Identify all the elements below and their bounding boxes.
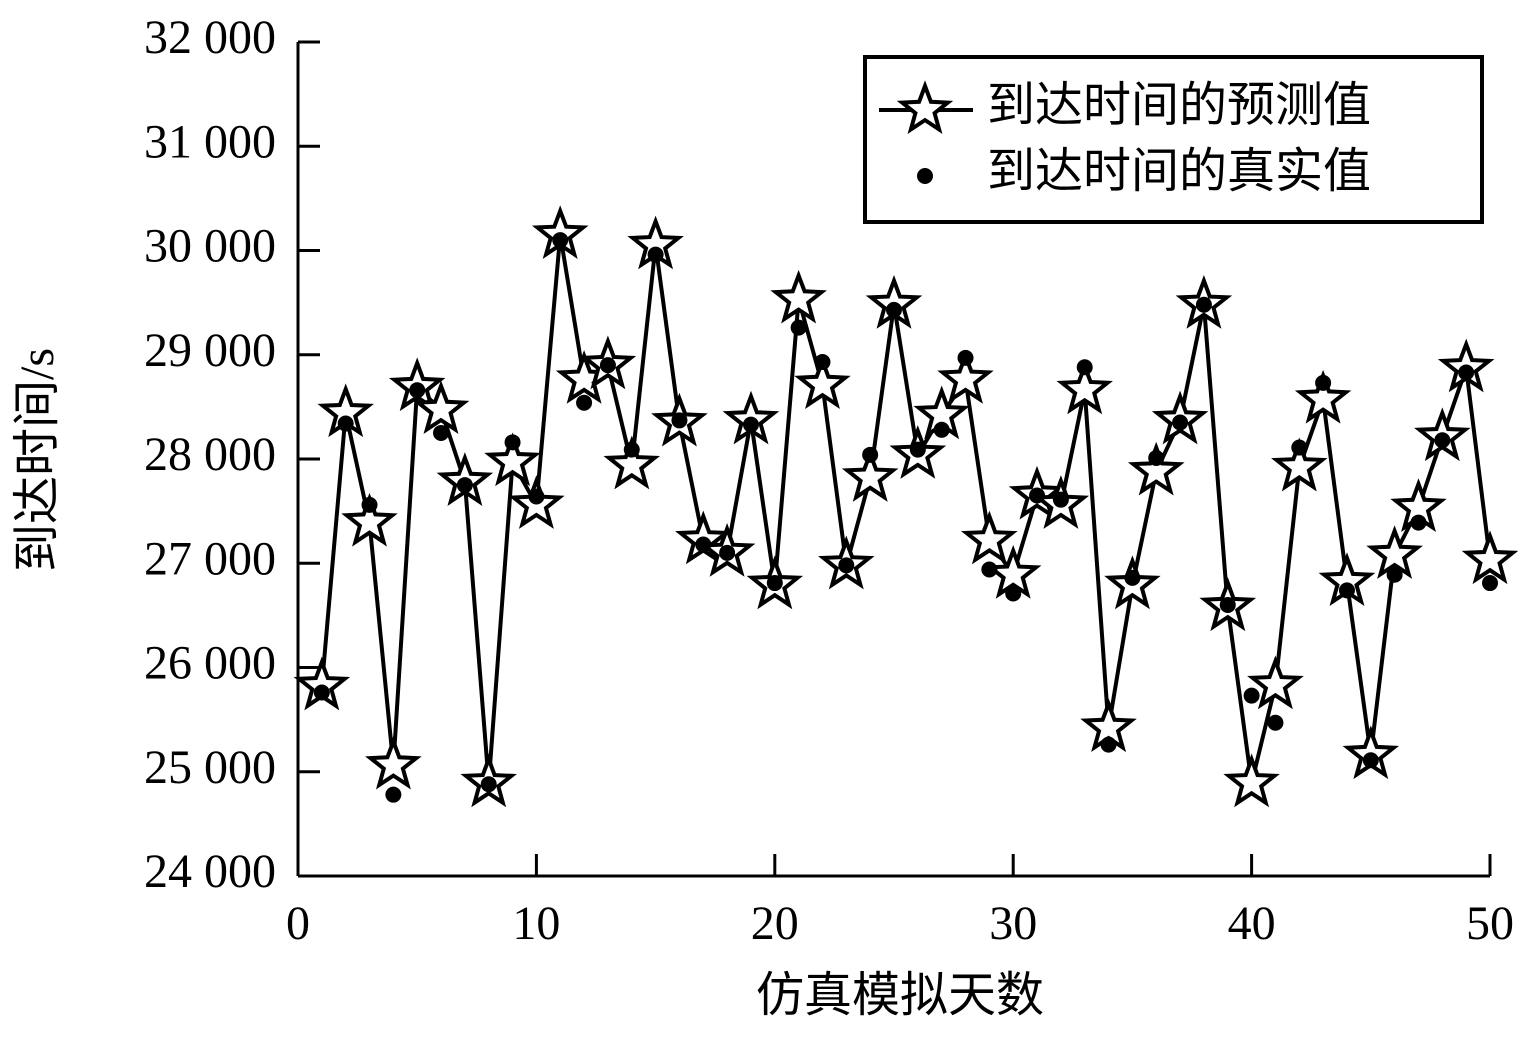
y-tick-label: 26 000 xyxy=(144,637,276,690)
dot-marker xyxy=(456,477,473,494)
y-tick-label: 32 000 xyxy=(144,11,276,64)
dot-marker xyxy=(838,557,855,574)
star-marker xyxy=(365,735,422,790)
y-tick-label: 28 000 xyxy=(144,428,276,481)
dot-marker xyxy=(1005,585,1022,602)
star-marker xyxy=(341,492,398,547)
star-marker xyxy=(1127,441,1185,496)
star-marker xyxy=(1366,525,1423,579)
dot-marker xyxy=(1076,359,1093,376)
dot-marker xyxy=(671,412,688,429)
dot-marker xyxy=(1458,364,1475,381)
dot-marker xyxy=(528,488,545,505)
y-tick-label: 31 000 xyxy=(144,115,276,168)
dot-marker xyxy=(1172,414,1189,431)
dot-marker xyxy=(742,416,759,433)
x-tick-label: 30 xyxy=(989,897,1037,950)
star-marker xyxy=(1247,655,1304,710)
dot-marker xyxy=(1148,449,1165,466)
dot-marker xyxy=(886,301,902,318)
y-tick-label: 25 000 xyxy=(144,741,276,794)
x-tick-label: 20 xyxy=(751,897,799,950)
dot-marker xyxy=(933,421,950,438)
dot-marker xyxy=(1482,575,1498,592)
dot-marker xyxy=(766,575,783,592)
dot-marker xyxy=(409,382,426,399)
legend-label: 到达时间的预测值 xyxy=(987,79,1371,132)
legend-box xyxy=(863,55,1484,224)
dot-marker xyxy=(790,319,807,336)
star-marker xyxy=(1461,530,1519,585)
dot-marker xyxy=(981,561,998,578)
dot-marker xyxy=(719,544,736,561)
dot-marker xyxy=(1052,491,1069,508)
y-tick-label: 24 000 xyxy=(144,845,276,898)
dot-marker xyxy=(313,684,330,701)
dot-marker xyxy=(1219,596,1236,613)
dot-marker xyxy=(957,349,974,366)
dot-marker xyxy=(909,441,926,458)
legend-label: 到达时间的真实值 xyxy=(987,145,1371,198)
x-tick-label: 40 xyxy=(1228,897,1276,950)
dot-marker xyxy=(1124,569,1141,586)
dot-marker xyxy=(1291,439,1308,456)
y-axis-title: 到达时间/s xyxy=(11,348,64,572)
dot-marker xyxy=(385,786,402,803)
dot-marker xyxy=(1386,566,1403,583)
dot-marker xyxy=(814,354,831,371)
star-marker xyxy=(961,510,1018,565)
dot-marker xyxy=(361,496,378,513)
star-marker xyxy=(1056,360,1113,415)
dot-marker xyxy=(1100,736,1117,753)
dot-marker xyxy=(862,446,879,463)
dot-marker xyxy=(1434,432,1451,449)
dot-marker xyxy=(552,232,569,249)
y-tick-label: 27 000 xyxy=(144,532,276,585)
y-tick-label: 29 000 xyxy=(144,324,276,377)
dot-marker xyxy=(647,246,664,263)
dot-marker xyxy=(1338,582,1355,599)
dot-marker xyxy=(337,415,354,432)
star-marker xyxy=(412,380,470,435)
star-marker xyxy=(484,432,541,487)
dot-marker xyxy=(695,536,712,553)
star-marker xyxy=(1271,437,1328,492)
y-tick-label: 30 000 xyxy=(144,220,276,273)
dot-marker xyxy=(1243,687,1260,704)
x-tick-label: 50 xyxy=(1466,897,1514,950)
star-marker xyxy=(1294,369,1352,424)
star-marker xyxy=(603,435,661,490)
dot-marker xyxy=(1362,752,1379,769)
dot-marker xyxy=(599,357,616,374)
star-marker xyxy=(770,269,827,324)
dot-marker xyxy=(1267,714,1284,731)
x-tick-label: 10 xyxy=(512,897,560,950)
star-marker xyxy=(1223,753,1280,808)
dot-marker xyxy=(623,441,640,458)
dot-marker xyxy=(1410,514,1427,531)
dot-marker xyxy=(480,776,497,793)
star-marker xyxy=(841,448,899,502)
dot-marker xyxy=(1029,487,1046,504)
star-marker xyxy=(937,350,994,404)
legend-marker xyxy=(917,168,933,184)
x-tick-label: 0 xyxy=(286,897,310,950)
dot-marker xyxy=(1195,296,1212,313)
dot-marker xyxy=(504,434,521,451)
dot-marker xyxy=(1315,374,1332,391)
star-marker xyxy=(794,355,851,410)
dot-marker xyxy=(576,394,593,411)
legend-marker xyxy=(896,80,954,135)
dot-marker xyxy=(433,424,450,441)
x-axis-title: 仿真模拟天数 xyxy=(756,969,1044,1022)
